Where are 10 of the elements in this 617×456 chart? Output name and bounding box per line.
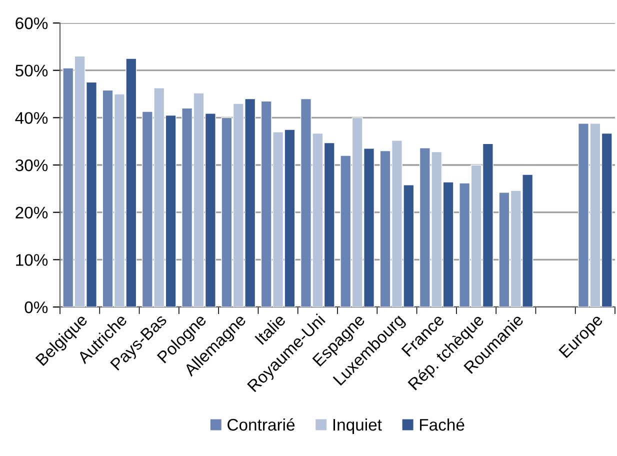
y-tick-label: 60% bbox=[16, 17, 48, 30]
y-tick-label: 10% bbox=[16, 254, 48, 266]
y-tick-label: 0% bbox=[24, 301, 48, 314]
legend-label: Contrarié bbox=[228, 418, 295, 431]
y-tick-label: 40% bbox=[15, 112, 48, 124]
y-tick-label: 50% bbox=[16, 64, 48, 77]
legend-label: Faché bbox=[420, 418, 464, 431]
y-tick-label: 30% bbox=[15, 159, 48, 172]
y-tick-label: 20% bbox=[16, 206, 48, 219]
legend-label: Inquiet bbox=[333, 418, 382, 434]
